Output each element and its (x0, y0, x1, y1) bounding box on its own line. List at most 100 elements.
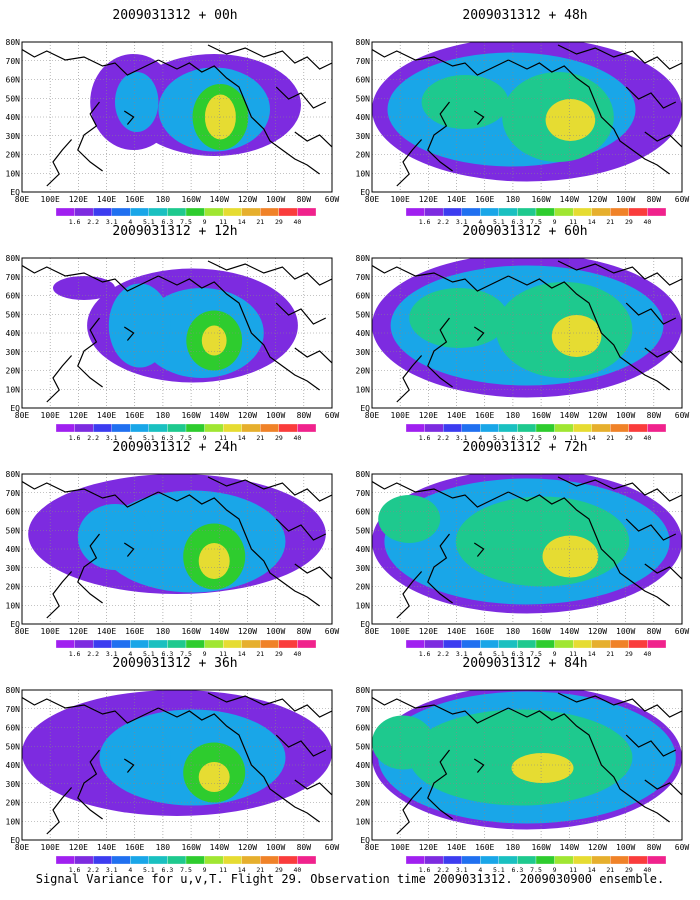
lon-tick-label: 80W (297, 843, 312, 852)
colorbar-swatch (628, 207, 648, 217)
colorbar-swatch (517, 639, 537, 649)
lat-tick-label: 80N (356, 254, 371, 263)
variance-contour (542, 535, 599, 578)
coastline (396, 355, 423, 403)
coastline (396, 571, 423, 619)
colorbar-label: 14 (588, 434, 596, 442)
colorbar-swatch (260, 639, 280, 649)
coastline (372, 264, 509, 292)
lon-tick-label: 100W (266, 843, 285, 852)
variance-map: 80E 100E 120E 140E 160E 180 160W 140W 120W 100W 80… (356, 470, 690, 658)
coastline (625, 734, 677, 757)
colorbar-label: 4 (478, 218, 482, 226)
colorbar-label: 3.1 (456, 650, 468, 658)
lat-tick-label: EQ (10, 188, 20, 197)
panel-title: 2009031312 + 24h (112, 440, 238, 455)
colorbar-label: 11 (219, 434, 227, 442)
lat-tick-label: 60N (6, 292, 21, 301)
lat-tick-label: 50N (356, 526, 371, 535)
colorbar-label: 6.3 (162, 434, 174, 442)
colorbar-swatch (405, 639, 425, 649)
colorbar-label: 9 (203, 218, 207, 226)
coastline (22, 48, 159, 76)
lat-tick-label: 20N (356, 799, 371, 808)
lat-tick-label: 20N (6, 151, 21, 160)
lon-tick-label: 160W (531, 195, 550, 204)
colorbar-label: 6.3 (162, 218, 174, 226)
colorbar-label: 4 (478, 434, 482, 442)
colorbar-swatch (647, 207, 667, 217)
lat-tick-label: 40N (356, 329, 371, 338)
lon-tick-label: 60W (325, 195, 340, 204)
coastline (644, 131, 682, 148)
panel-title: 2009031312 + 12h (112, 224, 238, 239)
coastline (473, 110, 485, 125)
colorbar-swatch (554, 207, 574, 217)
lat-tick-label: 20N (356, 151, 371, 160)
colorbar-label: 3.1 (106, 218, 118, 226)
colorbar-label: 14 (588, 218, 596, 226)
lon-tick-label: 120E (69, 627, 88, 636)
coastline (77, 101, 103, 172)
colorbar-swatch (167, 207, 187, 217)
lat-tick-label: EQ (10, 620, 20, 629)
colorbar-swatch (204, 207, 224, 217)
lat-tick-label: 40N (356, 545, 371, 554)
colorbar-swatch (591, 207, 611, 217)
lon-tick-label: 60W (675, 411, 690, 420)
colorbar-swatch (278, 855, 298, 865)
colorbar-label: 3.1 (456, 434, 468, 442)
colorbar-label: 9 (553, 866, 557, 874)
colorbar-swatch (554, 855, 574, 865)
lat-tick-label: 70N (356, 57, 371, 66)
colorbar-label: 11 (219, 866, 227, 874)
colorbar-swatch (55, 207, 75, 217)
colorbar-swatch (130, 423, 150, 433)
lat-tick-label: 60N (6, 724, 21, 733)
coastline (508, 491, 670, 607)
colorbar-swatch (55, 639, 75, 649)
lon-tick-label: 100E (41, 843, 60, 852)
coastline (207, 44, 332, 70)
colorbar-label: 21 (256, 218, 264, 226)
coastline (508, 59, 670, 175)
colorbar-swatch (610, 207, 630, 217)
lon-tick-label: 160W (181, 411, 200, 420)
lon-tick-label: 100W (266, 195, 285, 204)
colorbar-label: 9 (553, 650, 557, 658)
colorbar-label: 5.1 (493, 218, 505, 226)
colorbar-swatch (204, 855, 224, 865)
lon-tick-label: 100E (41, 627, 60, 636)
colorbar-label: 29 (625, 218, 633, 226)
colorbar-label: 9 (203, 650, 207, 658)
colorbar-swatch (74, 855, 94, 865)
coastline (158, 275, 320, 391)
colorbar-swatch (241, 855, 261, 865)
lon-tick-label: 120W (238, 627, 257, 636)
colorbar-swatch (297, 207, 317, 217)
colorbar-label: 5.1 (143, 434, 155, 442)
colorbar-swatch (167, 423, 187, 433)
colorbar-swatch (610, 855, 630, 865)
variance-map: 80E 100E 120E 140E 160E 180 160W 140W 120W 100W 80… (356, 254, 690, 442)
colorbar-swatch (55, 855, 75, 865)
colorbar-swatch (92, 639, 112, 649)
colorbar-label: 21 (256, 650, 264, 658)
lat-tick-label: 20N (356, 583, 371, 592)
colorbar-swatch (591, 639, 611, 649)
lon-tick-label: 140E (447, 411, 466, 420)
lat-tick-label: 60N (6, 76, 21, 85)
colorbar-swatch (442, 855, 462, 865)
colorbar-label: 2.2 (437, 650, 449, 658)
lon-tick-label: 120E (419, 627, 438, 636)
colorbar-label: 14 (238, 434, 246, 442)
colorbar-label: 29 (625, 650, 633, 658)
colorbar-swatch (480, 855, 500, 865)
lat-tick-label: 20N (6, 799, 21, 808)
lon-tick-label: 80E (365, 627, 380, 636)
coastline (427, 317, 453, 388)
lon-tick-label: 60W (325, 627, 340, 636)
lat-tick-label: 80N (6, 38, 21, 47)
colorbar-swatch (554, 423, 574, 433)
colorbar-label: 5.1 (493, 866, 505, 874)
